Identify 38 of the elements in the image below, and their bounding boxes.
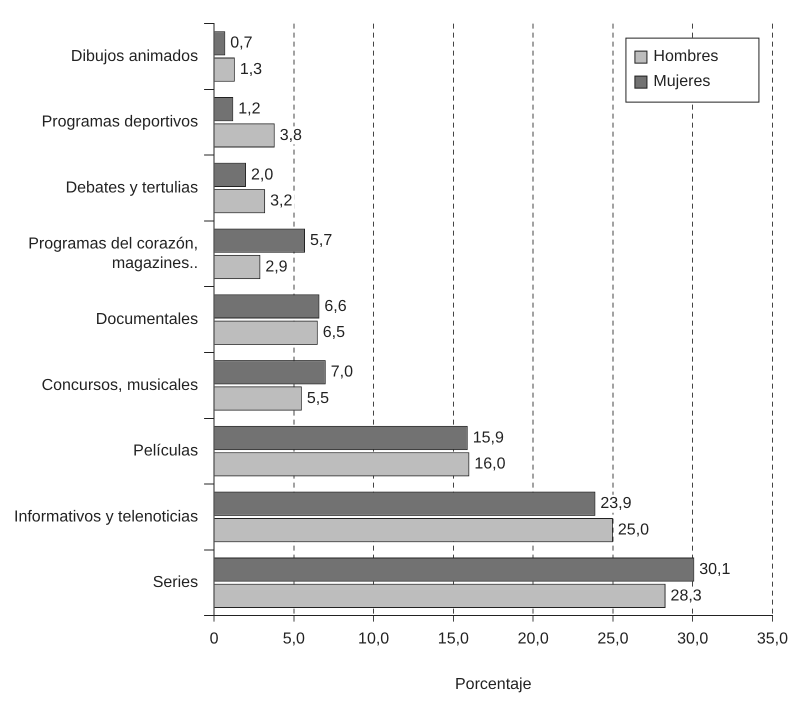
- y-tick-label: Dibujos animados: [70, 48, 198, 65]
- data-label: 6,6: [324, 298, 347, 315]
- y-tick-label: Informativos y telenoticias: [14, 508, 198, 526]
- data-label: 2,9: [265, 258, 288, 276]
- x-tick-label: 35,0: [756, 630, 788, 648]
- x-tick-label: 0: [210, 630, 219, 648]
- data-label: 1,2: [238, 100, 261, 118]
- data-label: 30,1: [699, 560, 731, 578]
- y-tick-label: Programas deportivos: [42, 114, 198, 131]
- data-label: 16,0: [474, 456, 506, 473]
- y-tick-label: Documentales: [96, 311, 198, 328]
- data-label: 5,7: [310, 232, 332, 250]
- data-label: 2,0: [250, 166, 274, 184]
- x-axis-title: Porcentaje: [455, 676, 532, 693]
- y-tick-label: Programas del corazón, magazines..: [28, 236, 198, 272]
- data-label: 5,5: [306, 390, 330, 407]
- x-tick-label: 30,0: [677, 630, 708, 648]
- y-tick-label: Series: [152, 574, 198, 592]
- y-tick-label: Concursos, musicales: [42, 376, 198, 394]
- data-label: 25,0: [618, 521, 650, 538]
- legend-label: Hombres: [653, 48, 718, 66]
- x-tick-label: 5,0: [282, 630, 306, 648]
- x-tick-label: 10,0: [358, 630, 390, 648]
- data-label: 3,8: [280, 126, 302, 144]
- y-tick-label: Películas: [133, 442, 198, 460]
- data-label: 28,3: [670, 587, 702, 604]
- x-tick-label: 25,0: [597, 630, 629, 648]
- data-label: 3,2: [270, 192, 292, 210]
- x-tick-label: 15,0: [438, 630, 470, 648]
- data-label: 7,0: [330, 364, 354, 381]
- x-tick-label: 20,0: [518, 630, 549, 648]
- y-tick-label: Debates y tertulias: [66, 179, 198, 196]
- data-label: 23,9: [600, 495, 632, 512]
- data-label: 1,3: [240, 61, 262, 78]
- legend-label: Mujeres: [653, 73, 710, 90]
- data-label: 6,5: [322, 324, 346, 342]
- data-label: 0,7: [230, 34, 253, 52]
- data-label: 15,9: [472, 429, 504, 446]
